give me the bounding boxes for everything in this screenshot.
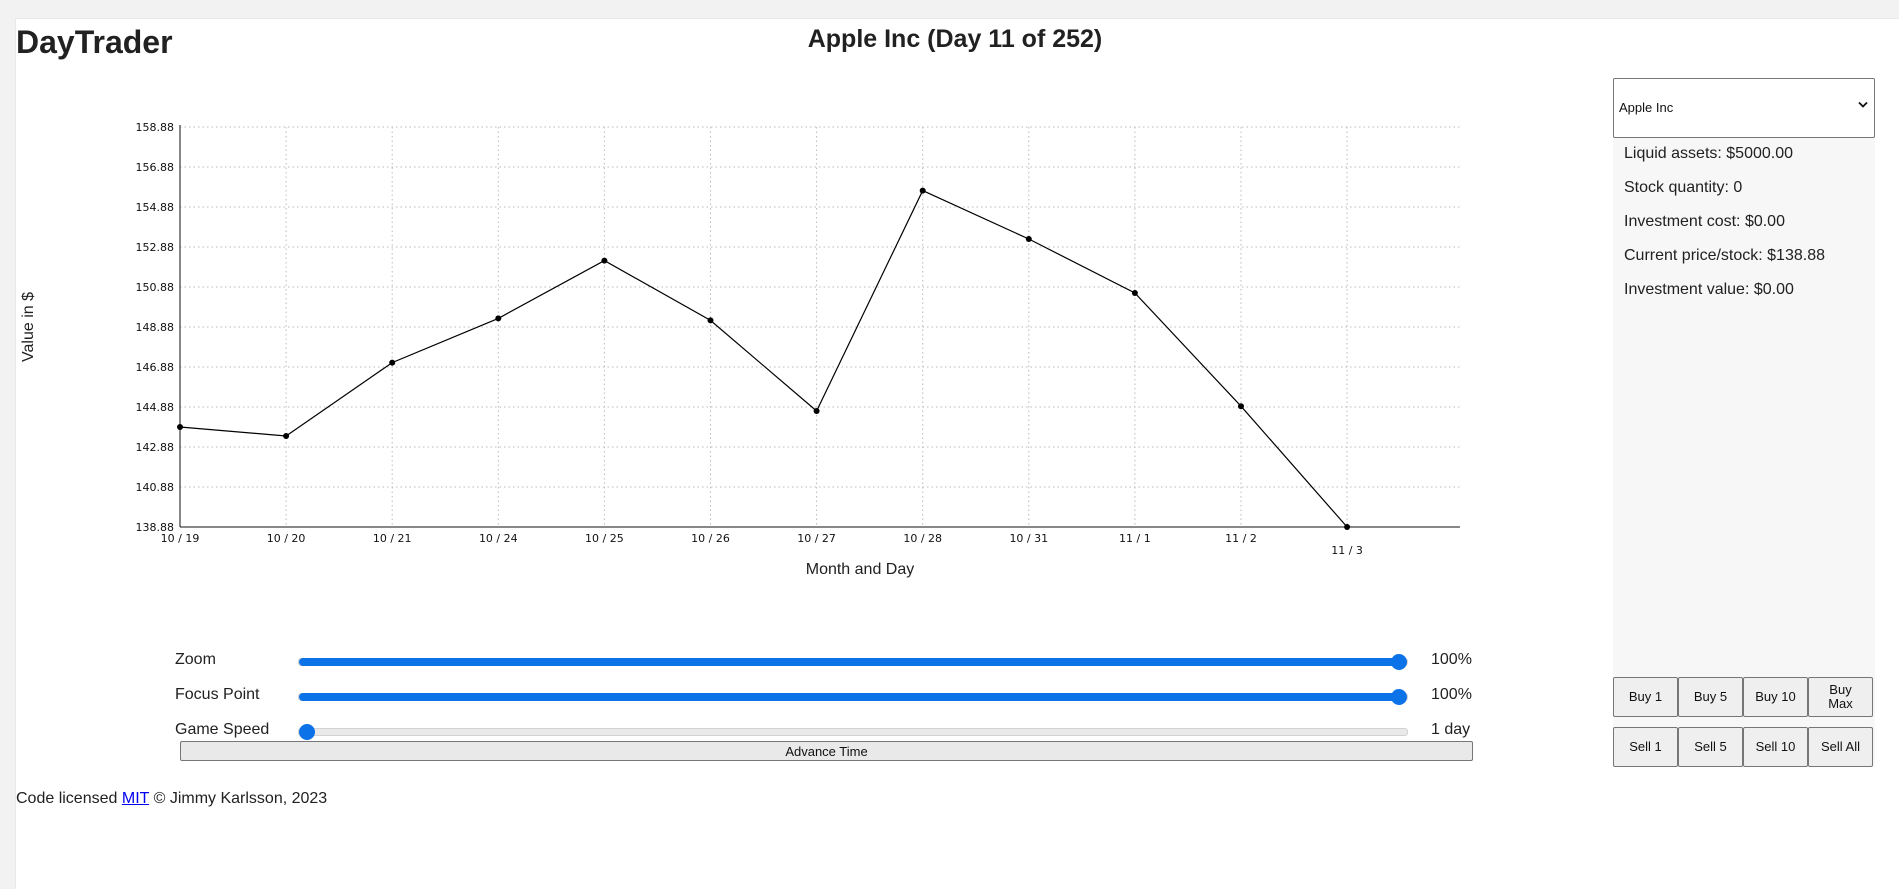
portfolio-panel bbox=[1613, 78, 1875, 766]
x-tick-label: 11 / 1 bbox=[1119, 532, 1151, 545]
y-tick-label: 142.88 bbox=[136, 441, 175, 454]
price-point bbox=[1025, 236, 1032, 242]
x-tick-label: 10 / 25 bbox=[585, 532, 624, 545]
investment-value: Investment value: $0.00 bbox=[1624, 281, 1794, 298]
mit-license-link[interactable]: MIT bbox=[121, 790, 150, 807]
game-title: Apple Inc (Day 11 of 252) bbox=[807, 25, 1103, 53]
focus-point-slider-thumb[interactable] bbox=[1391, 689, 1407, 705]
y-tick-label: 146.88 bbox=[136, 361, 175, 374]
sell-10-button[interactable]: Sell 10 bbox=[1743, 727, 1808, 767]
zoom-value: 100% bbox=[1431, 651, 1472, 668]
price-point bbox=[919, 187, 926, 194]
sell-1-button[interactable]: Sell 1 bbox=[1613, 727, 1678, 767]
sell-5-button[interactable]: Sell 5 bbox=[1678, 727, 1743, 767]
x-tick-label: 10 / 31 bbox=[1009, 532, 1048, 545]
x-tick-label: 10 / 24 bbox=[479, 532, 518, 545]
company-select-value: Apple Inc bbox=[1619, 100, 1674, 115]
price-point bbox=[283, 433, 290, 439]
price-point bbox=[495, 315, 502, 322]
advance-time-button[interactable]: Advance Time bbox=[180, 741, 1473, 761]
game-speed-label: Game Speed bbox=[175, 721, 270, 738]
y-tick-label: 156.88 bbox=[136, 161, 175, 174]
footer-prefix: Code licensed bbox=[16, 790, 118, 807]
sell-all-button[interactable]: Sell All bbox=[1808, 727, 1873, 767]
price-point bbox=[707, 317, 714, 324]
x-tick-label: 10 / 19 bbox=[161, 532, 200, 545]
y-tick-label: 148.88 bbox=[136, 321, 175, 334]
app-logo: DayTrader bbox=[16, 24, 173, 60]
zoom-slider[interactable] bbox=[298, 654, 1408, 670]
x-tick-label: 11 / 3 bbox=[1331, 544, 1363, 557]
price-point bbox=[177, 424, 183, 430]
y-tick-label: 158.88 bbox=[136, 121, 175, 134]
y-tick-label: 140.88 bbox=[136, 481, 175, 494]
price-point bbox=[389, 359, 396, 366]
game-speed-value: 1 day bbox=[1431, 721, 1471, 738]
focus-point-value: 100% bbox=[1431, 686, 1472, 703]
zoom-label: Zoom bbox=[175, 651, 216, 668]
current-price: Current price/stock: $138.88 bbox=[1624, 247, 1825, 264]
y-tick-label: 154.88 bbox=[136, 201, 175, 214]
buy-5-button[interactable]: Buy 5 bbox=[1678, 677, 1743, 717]
x-tick-label: 10 / 21 bbox=[373, 532, 412, 545]
footer: Code licensed MIT © Jimmy Karlsson, 2023 bbox=[16, 790, 327, 808]
zoom-slider-thumb[interactable] bbox=[1391, 654, 1407, 670]
price-point bbox=[601, 257, 608, 264]
x-tick-label: 11 / 2 bbox=[1225, 532, 1257, 545]
x-tick-label: 10 / 27 bbox=[797, 532, 836, 545]
focus-point-slider-fill bbox=[299, 693, 1399, 701]
price-line bbox=[179, 189, 1348, 528]
y-axis-label: Value in $ bbox=[20, 292, 37, 362]
x-axis-label: Month and Day bbox=[806, 561, 915, 578]
x-tick-label: 10 / 20 bbox=[267, 532, 306, 545]
investment-cost: Investment cost: $0.00 bbox=[1624, 213, 1785, 230]
y-tick-label: 138.88 bbox=[136, 521, 175, 534]
x-tick-label: 10 / 26 bbox=[691, 532, 730, 545]
price-point bbox=[1238, 403, 1244, 410]
buy-1-button[interactable]: Buy 1 bbox=[1613, 677, 1678, 717]
stock-quantity: Stock quantity: 0 bbox=[1624, 179, 1743, 196]
y-tick-label: 144.88 bbox=[136, 401, 175, 414]
liquid-assets: Liquid assets: $5000.00 bbox=[1624, 145, 1794, 162]
x-tick-label: 10 / 28 bbox=[903, 532, 942, 545]
price-point bbox=[813, 408, 820, 414]
game-speed-slider-thumb[interactable] bbox=[299, 724, 315, 740]
game-speed-slider[interactable] bbox=[298, 724, 1408, 740]
y-tick-label: 152.88 bbox=[136, 241, 175, 254]
company-select[interactable]: Apple Inc bbox=[1613, 78, 1875, 138]
y-tick-label: 150.88 bbox=[136, 281, 175, 294]
chevron-down-icon bbox=[1858, 101, 1868, 108]
footer-copyright: © Jimmy Karlsson, 2023 bbox=[153, 790, 328, 807]
focus-point-label: Focus Point bbox=[175, 686, 260, 703]
price-chart: 138.88 140.88 142.88 144.88 146.88 148.88 150.… bbox=[20, 121, 1460, 578]
price-point bbox=[1344, 524, 1351, 530]
price-point bbox=[1131, 290, 1138, 296]
buy-10-button[interactable]: Buy 10 bbox=[1743, 677, 1808, 717]
zoom-slider-fill bbox=[299, 658, 1399, 666]
focus-point-slider[interactable] bbox=[298, 689, 1408, 705]
buy-max-button[interactable]: Buy Max bbox=[1808, 677, 1873, 717]
